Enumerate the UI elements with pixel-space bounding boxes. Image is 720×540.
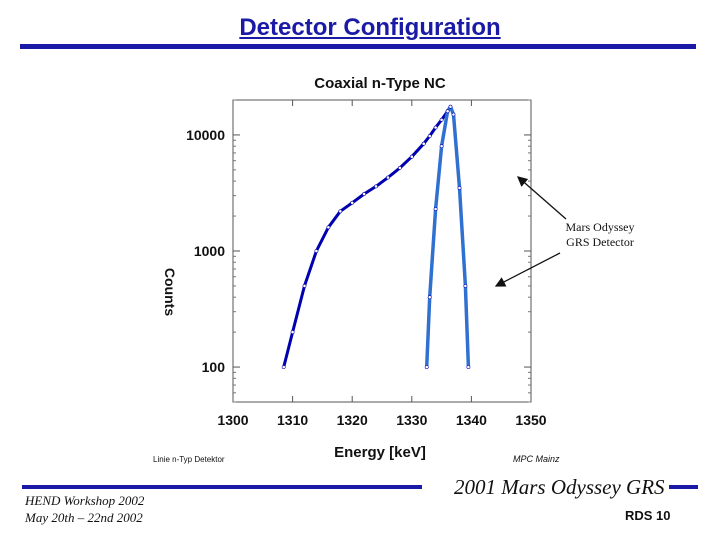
data-point: [374, 184, 378, 189]
data-point: [433, 207, 438, 211]
x-axis-label: Energy [keV]: [334, 444, 426, 461]
caption-right: MPC Mainz: [513, 454, 560, 464]
y-tick-label: 10000: [186, 127, 225, 143]
x-tick-label: 1340: [456, 412, 487, 428]
slide-number: RDS 10: [625, 508, 671, 523]
plot-frame: [232, 99, 532, 403]
callout-line2: GRS Detector: [566, 235, 634, 249]
data-point: [439, 117, 444, 122]
data-point: [338, 209, 343, 214]
data-point: [302, 283, 307, 288]
data-point: [439, 144, 444, 149]
title-rule: [20, 44, 696, 49]
footer-rule-left: [22, 485, 422, 489]
data-point: [424, 365, 429, 370]
data-point: [386, 175, 390, 180]
x-tick-label: 1300: [217, 412, 248, 428]
data-point: [457, 185, 462, 190]
y-tick-label: 100: [202, 359, 226, 375]
series-line-1: [282, 106, 452, 368]
data-point: [445, 109, 450, 114]
series-line-2: [424, 104, 471, 368]
data-point: [427, 134, 432, 138]
data-point: [448, 104, 453, 109]
slide-title: Detector Configuration: [239, 14, 501, 41]
footer-line1: HEND Workshop 2002: [25, 493, 145, 508]
footer-rule-right: [668, 485, 698, 489]
chart-title: Coaxial n-Type NC: [314, 75, 446, 92]
data-point: [427, 295, 432, 300]
data-point: [281, 365, 286, 370]
caption-left: Linie n-Typ Detektor: [153, 455, 225, 464]
data-point: [397, 165, 402, 170]
x-tick-label: 1350: [515, 412, 546, 428]
footer-right-title: 2001 Mars Odyssey GRS: [450, 475, 669, 500]
data-point: [421, 141, 426, 146]
footer-line2: May 20th – 22nd 2002: [25, 510, 143, 525]
data-point: [433, 125, 438, 130]
workshop-footer: HEND Workshop 2002 May 20th – 22nd 2002: [25, 492, 144, 526]
y-axis-label: Counts: [162, 268, 178, 316]
callout-arrow-upper: [517, 176, 567, 220]
data-point: [290, 330, 295, 335]
data-point: [350, 200, 355, 205]
data-point: [314, 249, 319, 253]
data-point: [451, 112, 456, 117]
data-point: [466, 365, 471, 370]
data-point: [326, 225, 331, 230]
detector-callout: Mars Odyssey GRS Detector: [555, 220, 645, 250]
y-tick-label: 1000: [194, 243, 225, 259]
data-point: [362, 192, 367, 196]
callout-arrow-lower: [494, 252, 561, 287]
callout-line1: Mars Odyssey: [565, 220, 635, 234]
data-point: [463, 283, 468, 288]
x-tick-label: 1320: [337, 412, 368, 428]
data-point: [409, 154, 414, 159]
x-tick-label: 1310: [277, 412, 308, 428]
x-tick-label: 1330: [396, 412, 427, 428]
